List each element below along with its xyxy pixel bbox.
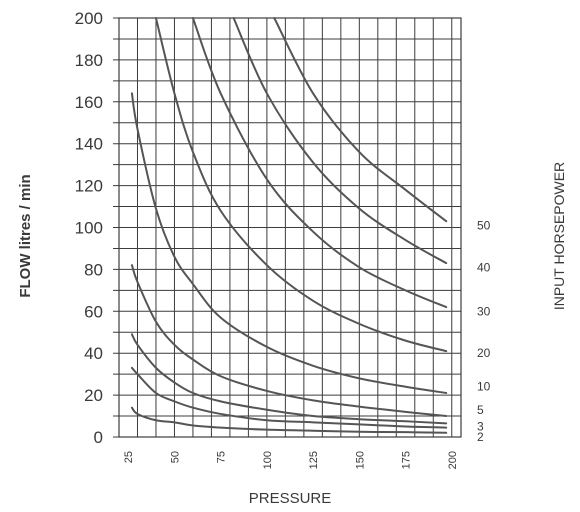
y-axis-title: FLOW litres / min [17,174,34,297]
x-tick-label: 25 [123,451,135,463]
right-axis-title: INPUT HORSEPOWER [551,162,567,310]
series-line-3-hp [130,366,448,429]
series-line-10-hp [130,264,448,418]
y-tick-label: 60 [84,302,103,321]
grid [113,17,462,438]
series-lines [130,17,448,434]
series-line-40-hp [191,17,448,309]
x-tick-label: 50 [169,451,181,463]
curve-label: 5 [477,403,484,417]
y-tick-label: 80 [84,260,103,279]
y-tick-label: 120 [75,177,103,196]
y-tick-label: 160 [75,93,103,112]
series-line-20-hp [130,92,448,394]
series-line-2-hp [130,406,448,434]
y-tick-label: 0 [94,428,103,447]
curve-label: 40 [477,260,491,274]
y-tick-label: 140 [75,135,103,154]
x-tick-label: 175 [401,451,413,469]
x-tick-labels: 25 50 75 100 125 150 175 200 [123,451,459,469]
plot-frame [118,17,462,438]
curve-labels: 23 5 10 20 30 40 50 [477,218,491,444]
series-line-50-hp [232,17,448,265]
series-line-5-hp [130,333,448,425]
x-tick-label: 75 [216,451,228,463]
x-tick-label: 125 [308,451,320,469]
y-tick-label: 200 [75,9,103,28]
x-tick-label: 150 [354,451,366,469]
curve-label: 50 [477,218,491,232]
x-tick-label: 100 [262,451,274,469]
x-axis-title: PRESSURE [249,490,332,507]
x-tick-label: 200 [447,451,459,469]
y-tick-label: 20 [84,386,103,405]
curve-label: 20 [477,346,491,360]
y-tick-labels: 0 20 40 60 80 100 120 140 160 180 200 [75,9,103,447]
curve-label: 2 [477,430,484,444]
y-tick-label: 40 [84,344,103,363]
curve-label: 30 [477,304,491,318]
y-tick-label: 180 [75,51,103,70]
curve-label: 10 [477,380,491,394]
series-line-top [273,17,448,223]
series-line-30-hp [154,17,448,353]
curve-label: 3 [477,420,484,434]
y-tick-label: 100 [75,219,103,238]
